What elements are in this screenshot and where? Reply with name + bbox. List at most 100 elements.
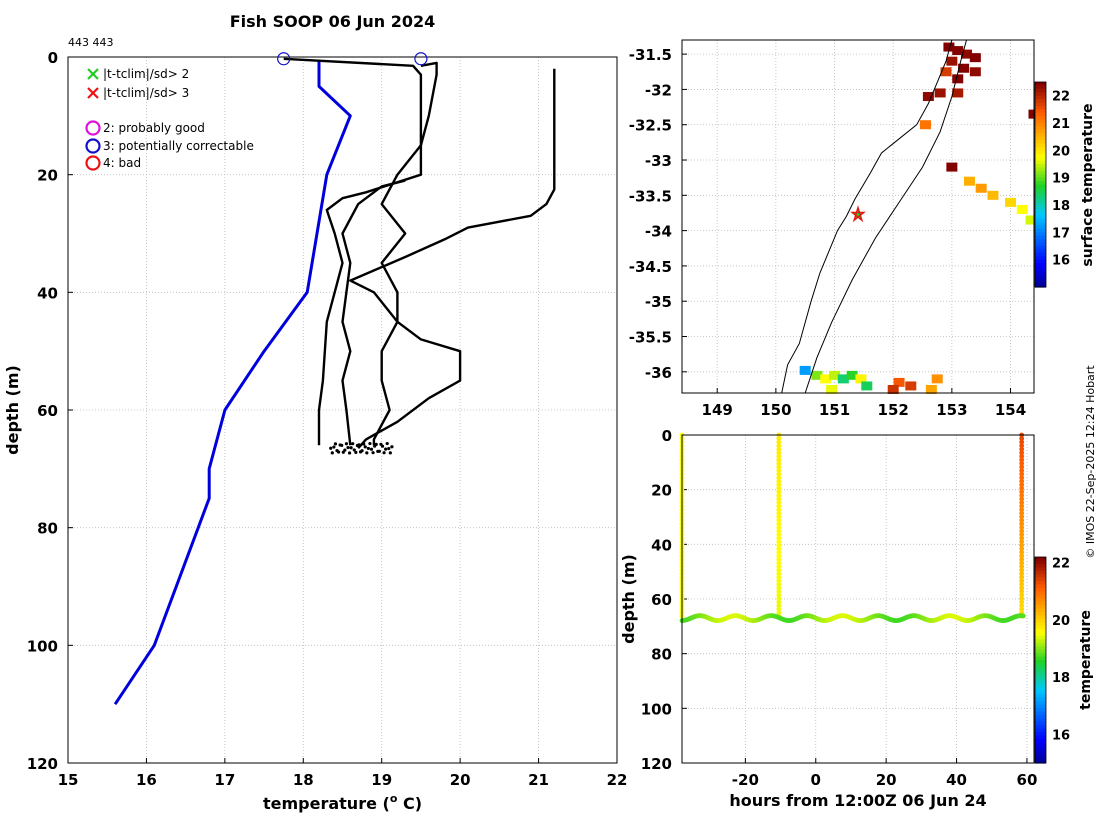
- section-colorbar-segment: [1035, 656, 1046, 661]
- section-track-point: [1020, 613, 1026, 619]
- map-sst-cell: [855, 374, 867, 384]
- map-colorbar-segment: [1035, 129, 1046, 134]
- section-profile-point: [776, 528, 782, 534]
- section-colorbar-segment: [1035, 594, 1046, 599]
- credit-text: © IMOS 22-Sep-2025 12:24 Hobart: [1084, 365, 1097, 559]
- map-sst-cell: [931, 374, 943, 384]
- section-colorbar-segment: [1035, 574, 1046, 579]
- map-colorbar-tick-label: 19: [1052, 172, 1070, 187]
- section-profile-point: [1019, 468, 1025, 473]
- section-colorbar-segment: [1035, 660, 1046, 665]
- profile-bottom-point: [346, 445, 350, 450]
- map-sst-cell: [969, 67, 981, 77]
- map-colorbar-segment: [1035, 269, 1046, 274]
- section-colorbar-segment: [1035, 605, 1046, 610]
- section-profile-point: [1019, 524, 1025, 530]
- section-colorbar-segment: [1035, 646, 1046, 651]
- profile-plot-frame: [67, 56, 618, 764]
- map-sst-cell: [1016, 204, 1028, 214]
- legend-label: |t-tclim|/sd> 3: [103, 86, 189, 100]
- section-tick-label-y: 20: [651, 482, 672, 500]
- map-tick-label-y: -32: [645, 81, 672, 99]
- map-sst-cell: [958, 63, 970, 73]
- profile-flag-marker: [277, 52, 291, 66]
- map-tick-label-x: 150: [760, 401, 791, 419]
- section-profile-point: [1019, 606, 1025, 612]
- map-colorbar-segment: [1035, 249, 1046, 254]
- section-colorbar-segment: [1035, 721, 1046, 726]
- profile-bottom-point: [352, 448, 356, 452]
- section-profile-point: [1019, 539, 1025, 544]
- section-profile-point: [1019, 446, 1025, 452]
- map-colorbar-segment: [1035, 194, 1046, 199]
- map-colorbar-segment: [1035, 246, 1046, 251]
- map-sst-cell: [922, 91, 934, 101]
- section-profile-point: [776, 482, 782, 488]
- section-profile-point: [1019, 475, 1025, 481]
- map-tick-label-x: 151: [819, 401, 850, 419]
- profile-bottom-point: [344, 442, 349, 446]
- map-sst-cell: [887, 384, 899, 394]
- section-colorbar-segment: [1035, 629, 1046, 634]
- profile-bottom-point: [362, 442, 366, 446]
- section-tick-label-x: 60: [1017, 771, 1038, 789]
- map-colorbar-segment: [1035, 235, 1046, 240]
- section-profile-point: [776, 564, 782, 569]
- profile-subtitle: 443 443: [68, 36, 114, 49]
- map-colorbar-segment: [1035, 263, 1046, 268]
- section-profile-point: [1019, 461, 1025, 466]
- section-profile-point: [776, 553, 782, 559]
- section-profile-point: [776, 596, 782, 601]
- map-sst-cell: [943, 42, 955, 52]
- map-colorbar-segment: [1035, 177, 1046, 182]
- section-colorbar-segment: [1035, 663, 1046, 668]
- section-profile-point: [776, 560, 782, 566]
- legend-marker-circle: [85, 155, 101, 171]
- section-profile-point: [1019, 436, 1025, 441]
- section-profile-point: [1019, 581, 1025, 587]
- section-profile-point: [776, 521, 782, 527]
- section-colorbar-segment: [1035, 714, 1046, 719]
- section-colorbar-segment: [1035, 625, 1046, 630]
- section-profile-point: [1019, 496, 1025, 502]
- section-colorbar-segment: [1035, 718, 1046, 723]
- profile-tick-label-x: 18: [293, 771, 314, 789]
- section-profile-point: [1019, 485, 1025, 491]
- section-profile-point: [776, 436, 782, 441]
- section-profile-point: [776, 546, 782, 552]
- section-colorbar-segment: [1035, 670, 1046, 675]
- section-colorbar-segment: [1035, 759, 1046, 764]
- section-colorbar-tick-label: 16: [1052, 728, 1070, 743]
- profile-bottom-point: [384, 447, 388, 451]
- map-colorbar-segment: [1035, 123, 1046, 128]
- section-colorbar-segment: [1035, 697, 1046, 702]
- map-colorbar-segment: [1035, 181, 1046, 186]
- section-profile-point: [1019, 560, 1025, 566]
- section-profile-point: [1019, 528, 1025, 534]
- map-sst-cell: [820, 374, 832, 384]
- profile-bottom-point: [336, 450, 341, 454]
- map-tick-label-y: -33.5: [629, 187, 672, 205]
- section-profile-point: [776, 514, 782, 520]
- map-sst-cell: [893, 377, 905, 387]
- map-colorbar-segment: [1035, 88, 1046, 93]
- map-colorbar-segment: [1035, 109, 1046, 114]
- map-colorbar-segment: [1035, 218, 1046, 223]
- profile-bottom-point: [330, 451, 334, 455]
- section-profile-point: [776, 439, 782, 445]
- map-colorbar-segment: [1035, 187, 1046, 192]
- section-profile-point: [1019, 514, 1025, 520]
- section-profile-point: [776, 446, 782, 452]
- map-sst-cell: [925, 384, 937, 394]
- legend-label: 3: potentially correctable: [103, 139, 254, 153]
- map-colorbar-segment: [1035, 105, 1046, 110]
- map-sst-cell: [846, 370, 858, 380]
- section-profile-point: [1019, 564, 1025, 569]
- map-sst-cell: [837, 374, 849, 384]
- section-colorbar-segment: [1035, 690, 1046, 695]
- map-tick-label-x: 154: [995, 401, 1026, 419]
- map-colorbar-tick-label: 22: [1052, 90, 1070, 105]
- profile-tick-label-x: 17: [214, 771, 235, 789]
- legend-label: 4: bad: [103, 156, 141, 170]
- section-profile-point: [776, 517, 782, 523]
